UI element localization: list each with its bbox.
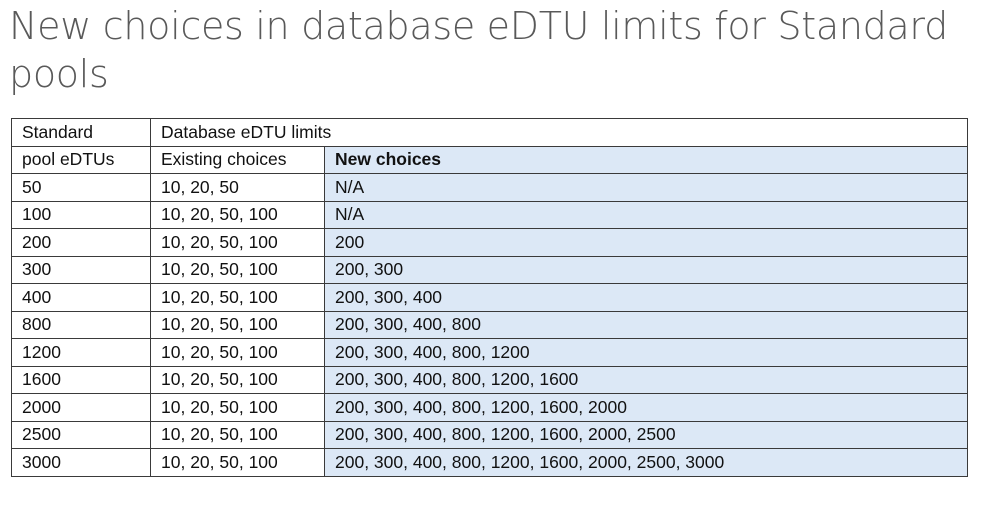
pool-edtus-cell: 3000	[11, 448, 151, 477]
existing-choices-cell: 10, 20, 50, 100	[150, 393, 325, 422]
pool-edtus-cell: 400	[11, 283, 151, 312]
table-row: 400 10, 20, 50, 100 200, 300, 400	[11, 283, 969, 312]
header-row-2: pool eDTUs Existing choices New choices	[11, 145, 969, 174]
existing-choices-cell: 10, 20, 50	[150, 173, 325, 202]
pool-edtus-cell: 200	[11, 228, 151, 257]
new-choices-cell: 200, 300, 400	[323, 283, 969, 312]
existing-choices-cell: 10, 20, 50, 100	[150, 310, 325, 339]
new-choices-cell: 200, 300	[323, 255, 969, 284]
pool-edtus-cell: 100	[11, 200, 151, 229]
header-pool-line1: Standard	[11, 118, 151, 147]
table-row: 2000 10, 20, 50, 100 200, 300, 400, 800, 1…	[11, 393, 969, 422]
new-choices-cell: 200, 300, 400, 800, 1200, 1600, 2000	[323, 393, 969, 422]
table-row: 2500 10, 20, 50, 100 200, 300, 400, 800, 1…	[11, 420, 969, 449]
pool-edtus-cell: 300	[11, 255, 151, 284]
page-title: New choices in database eDTU limits for …	[9, 4, 948, 96]
header-existing-choices: Existing choices	[150, 145, 325, 174]
new-choices-cell: 200, 300, 400, 800, 1200, 1600, 2000, 25…	[323, 448, 969, 477]
table-row: 100 10, 20, 50, 100 N/A	[11, 200, 969, 229]
table-row: 800 10, 20, 50, 100 200, 300, 400, 800	[11, 310, 969, 339]
existing-choices-cell: 10, 20, 50, 100	[150, 200, 325, 229]
header-row-1: Standard Database eDTU limits	[11, 118, 969, 147]
existing-choices-cell: 10, 20, 50, 100	[150, 338, 325, 367]
new-choices-cell: 200, 300, 400, 800, 1200	[323, 338, 969, 367]
existing-choices-cell: 10, 20, 50, 100	[150, 365, 325, 394]
table-row: 200 10, 20, 50, 100 200	[11, 228, 969, 257]
header-pool-line2: pool eDTUs	[11, 145, 151, 174]
new-choices-cell: N/A	[323, 173, 969, 202]
new-choices-cell: 200	[323, 228, 969, 257]
table-row: 300 10, 20, 50, 100 200, 300	[11, 255, 969, 284]
existing-choices-cell: 10, 20, 50, 100	[150, 283, 325, 312]
existing-choices-cell: 10, 20, 50, 100	[150, 255, 325, 284]
table-row: 1200 10, 20, 50, 100 200, 300, 400, 800, 1…	[11, 338, 969, 367]
pool-edtus-cell: 800	[11, 310, 151, 339]
pool-edtus-cell: 2000	[11, 393, 151, 422]
table-row: 1600 10, 20, 50, 100 200, 300, 400, 800, 1…	[11, 365, 969, 394]
new-choices-cell: 200, 300, 400, 800, 1200, 1600, 2000, 25…	[323, 420, 969, 449]
pool-edtus-cell: 2500	[11, 420, 151, 449]
existing-choices-cell: 10, 20, 50, 100	[150, 420, 325, 449]
header-database-edtu-limits: Database eDTU limits	[149, 118, 969, 147]
existing-choices-cell: 10, 20, 50, 100	[150, 228, 325, 257]
new-choices-cell: 200, 300, 400, 800, 1200, 1600	[323, 365, 969, 394]
pool-edtus-cell: 1600	[11, 365, 151, 394]
new-choices-cell: N/A	[323, 200, 969, 229]
edtu-limits-table: Standard Database eDTU limits pool eDTUs…	[11, 118, 969, 477]
pool-edtus-cell: 50	[11, 173, 151, 202]
table-row: 50 10, 20, 50 N/A	[11, 173, 969, 202]
new-choices-cell: 200, 300, 400, 800	[323, 310, 969, 339]
table-row: 3000 10, 20, 50, 100 200, 300, 400, 800, 1…	[11, 448, 969, 477]
header-new-choices: New choices	[323, 145, 969, 174]
existing-choices-cell: 10, 20, 50, 100	[150, 448, 325, 477]
pool-edtus-cell: 1200	[11, 338, 151, 367]
